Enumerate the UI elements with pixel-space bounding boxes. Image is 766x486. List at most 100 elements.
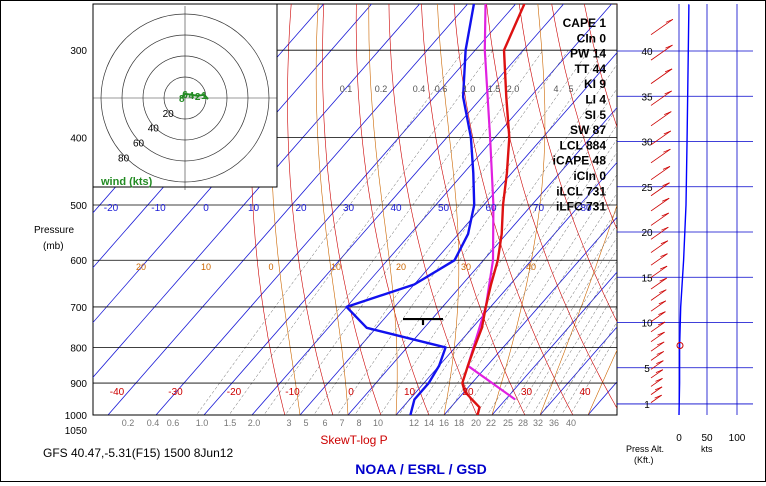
mixing-ratio-line xyxy=(337,50,590,415)
dry-adiabat-line xyxy=(760,1,765,430)
speed-tick-label: 100 xyxy=(729,433,746,444)
mixing-ratio-label: 36 xyxy=(549,418,559,428)
index-sw: SW 87 xyxy=(570,123,606,137)
moist-adiabat-line xyxy=(491,4,546,415)
wind-barb xyxy=(665,18,674,23)
isotherm-line xyxy=(107,4,469,415)
isotherm-label: 0 xyxy=(203,203,209,214)
wind-barb xyxy=(650,130,672,146)
mixing-ratio-line xyxy=(540,289,617,415)
wind-barb xyxy=(665,44,673,49)
wind-barb xyxy=(664,111,672,115)
pressure-tick-label: 500 xyxy=(70,201,87,212)
altitude-tick-label: 15 xyxy=(641,273,653,284)
pressure-tick-label: 1050 xyxy=(65,426,88,437)
pressure-axis: 20030040050060070080090010001050 xyxy=(65,46,88,437)
mixing-ratio-line xyxy=(514,249,617,415)
wind-barb xyxy=(650,341,665,352)
mixing-ratio-label: 8 xyxy=(356,418,361,428)
hodograph-point-label: 2 xyxy=(195,92,201,103)
mixing-ratio-label: 6 xyxy=(322,418,327,428)
pressure-tick-label: 300 xyxy=(70,46,87,57)
dry-adiabat-line xyxy=(639,1,765,430)
mixing-ratio-label: 32 xyxy=(533,418,543,428)
wind-barb xyxy=(657,341,665,346)
mixing-ratio-line xyxy=(379,63,617,415)
pressure-tick-label: 700 xyxy=(70,303,87,314)
wind-barb xyxy=(650,18,674,35)
wind-barb xyxy=(659,265,668,270)
mixing-ratio-line xyxy=(196,50,465,415)
hodograph-point-label: 4 xyxy=(189,91,195,102)
wind-barb xyxy=(660,240,669,245)
pressure-tick-label: 900 xyxy=(70,379,87,390)
wind-barb xyxy=(650,311,666,323)
wind-barb xyxy=(657,321,666,326)
isotherm-label: 10 xyxy=(248,203,260,214)
altitude-tick-label: 20 xyxy=(641,228,653,239)
isotherm-line xyxy=(299,52,617,415)
mixing-ratio-label: 5 xyxy=(303,418,308,428)
mixing-ratio-label: 1.0 xyxy=(196,418,209,428)
isotherm-label: 80 xyxy=(580,203,592,214)
wind-barb xyxy=(650,253,668,266)
mixing-ratio-label: 0.2 xyxy=(375,84,388,94)
isotherm-line xyxy=(93,4,421,378)
dry-adiabat-line xyxy=(322,4,382,415)
isotherm-label: -20 xyxy=(227,387,242,398)
pressure-axis-label-1: Pressure xyxy=(34,225,74,236)
isotherm-label: 0 xyxy=(348,387,354,398)
mixing-ratio-label: 14 xyxy=(424,418,434,428)
index-lcl: LCL 884 xyxy=(560,138,607,152)
wind-barb xyxy=(655,369,664,374)
mixing-ratio-line xyxy=(263,50,525,415)
wind-barb xyxy=(659,277,667,282)
pressure-tick-label: 800 xyxy=(70,343,87,354)
isotherm-label: 60 xyxy=(485,203,497,214)
wind-barb xyxy=(662,166,671,170)
wind-barb xyxy=(660,253,668,258)
station-info: GFS 40.47,-5.31(F15) 1500 8Jun12 xyxy=(43,446,233,460)
isotherm-label: -30 xyxy=(168,387,183,398)
wind-barb xyxy=(650,378,663,387)
wind-barb xyxy=(650,289,667,301)
isotherm-label: 20 xyxy=(462,387,474,398)
mixing-ratio-label: 0.6 xyxy=(167,418,180,428)
wind-barb xyxy=(650,277,667,290)
mixing-ratio-label: 1.0 xyxy=(463,84,476,94)
mixing-ratio-label: 7 xyxy=(339,418,344,428)
index-ilfc: iLFC 731 xyxy=(556,200,606,214)
mixing-ratio-line xyxy=(228,50,494,415)
mixing-ratio-line xyxy=(413,107,617,415)
moist-adiabat-line xyxy=(539,204,617,415)
index-ilcl: iLCL 731 xyxy=(556,184,606,198)
hodograph-ring-label: 80 xyxy=(118,153,130,164)
mixing-ratio-label: 3 xyxy=(286,418,291,428)
mixing-ratio-label: 2.0 xyxy=(248,418,261,428)
speed-tick-label: 0 xyxy=(676,433,682,444)
mixing-ratio-label: 16 xyxy=(439,418,449,428)
grid-labels: -20 -10 0 10 20 30 40 50 60 70 80-40 -30 -20 -10 0 10 20… xyxy=(104,84,592,428)
hodograph-ring-label: 40 xyxy=(148,124,160,135)
altitude-tick-label: 25 xyxy=(641,183,653,194)
moist-adiabat-label: 30 xyxy=(461,262,471,272)
wind-barb xyxy=(650,212,669,226)
mixing-ratio-label: 10 xyxy=(373,418,383,428)
skewt-profiles xyxy=(345,4,526,415)
altitude-tick-label: 35 xyxy=(641,92,653,103)
hodograph-point-label: 6 xyxy=(182,90,188,101)
mixing-ratio-label: 0.6 xyxy=(435,84,448,94)
mixing-ratio-line xyxy=(354,50,605,415)
mixing-ratio-line xyxy=(426,124,617,415)
mixing-ratio-line xyxy=(313,50,569,415)
mixing-ratio-label: 2.0 xyxy=(507,84,520,94)
hodograph-ring-label: 60 xyxy=(133,139,145,150)
mixing-ratio-label: 22 xyxy=(486,418,496,428)
dry-adiabat-line xyxy=(518,4,617,323)
wind-barb xyxy=(650,90,672,106)
wind-barb xyxy=(663,148,671,153)
altitude-tick-label: 1 xyxy=(644,400,650,411)
chart-title: SkewT-log P xyxy=(320,433,387,447)
hodograph-ring-label: 20 xyxy=(163,109,175,120)
